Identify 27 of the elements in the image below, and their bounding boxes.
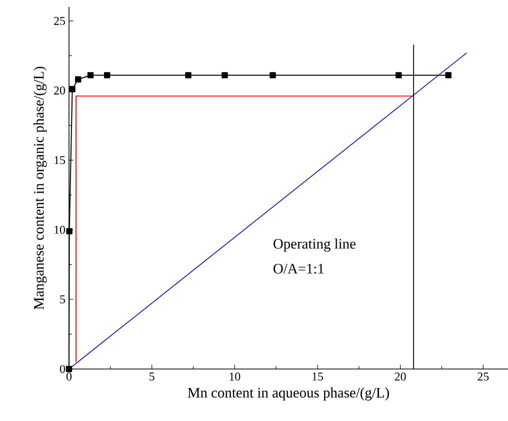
y-tick-label: 5 [60,295,66,304]
y-tick-label: 25 [54,16,66,25]
y-tick-label: 15 [54,156,66,164]
y-axis-title: Manganese content in organic phase/(g/L) [34,66,47,310]
point [69,86,76,92]
annotation: O/A=1:1 [274,264,324,274]
point [445,72,452,78]
annotation: Operating line [274,238,356,252]
point [270,72,276,78]
point [87,72,94,78]
x-tick-label: 0 [66,372,72,381]
point [104,72,110,78]
x-axis-title: Mn content in aqueous phase/(g/L) [188,387,389,401]
point [66,366,72,372]
x-tick-label: 5 [150,372,154,380]
y-tick-label: 20 [54,86,66,95]
x-tick-label: 20 [394,372,406,381]
point [396,72,402,78]
x-tick-label: 15 [312,372,324,381]
point [185,72,192,78]
point [222,72,228,78]
y-tick-label: 10 [54,226,66,234]
x-tick-label: 10 [230,372,240,381]
point [66,228,72,234]
y-tick-label: 0 [60,364,66,374]
x-tick-label: 25 [478,372,489,381]
point [75,76,82,82]
